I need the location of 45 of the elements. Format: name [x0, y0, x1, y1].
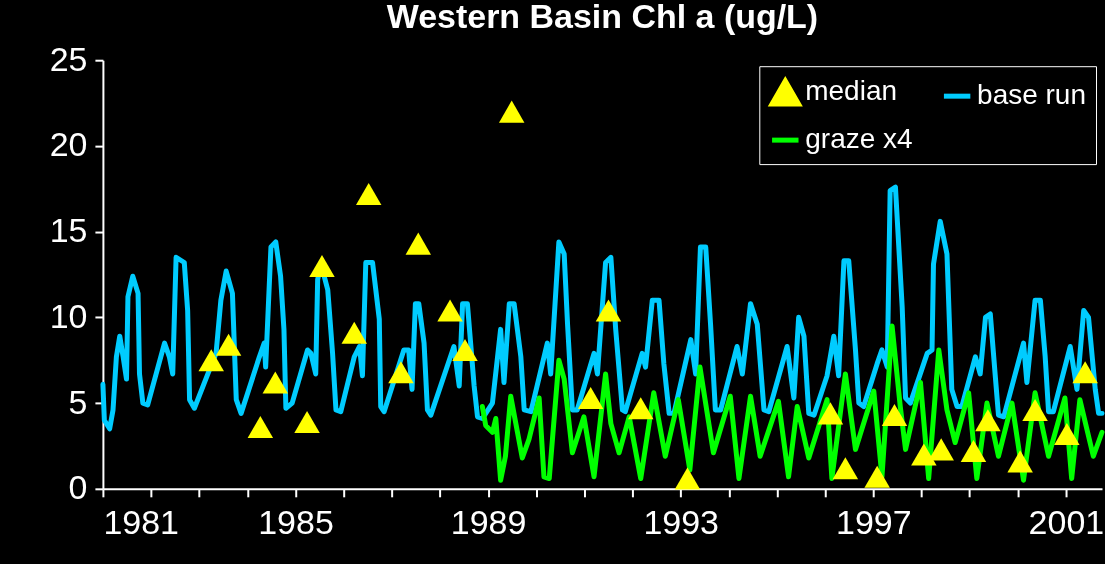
point — [1072, 361, 1098, 384]
point — [832, 457, 859, 480]
x-tick-label: 1997 — [836, 503, 912, 542]
y-tick-label: 15 — [49, 211, 88, 250]
point — [864, 465, 890, 488]
legend-label: graze x4 — [805, 123, 913, 155]
point — [198, 349, 224, 372]
point — [911, 443, 937, 466]
y-tick-label: 25 — [49, 39, 88, 78]
point — [577, 386, 604, 409]
point — [817, 402, 844, 425]
point — [1022, 398, 1048, 421]
point — [881, 404, 908, 427]
y-tick-label: 20 — [49, 125, 88, 164]
point — [1054, 422, 1080, 445]
y-tick-label: 5 — [68, 382, 88, 421]
x-tick-label: 1989 — [450, 503, 527, 542]
legend-label: base run — [977, 79, 1086, 111]
point — [1007, 450, 1033, 473]
point — [960, 440, 987, 463]
point — [388, 361, 414, 384]
point — [595, 299, 622, 322]
point — [215, 333, 242, 356]
point — [355, 182, 382, 205]
point — [928, 438, 954, 461]
x-tick-label: 2001 — [1028, 503, 1105, 542]
point — [262, 371, 289, 394]
point — [247, 416, 274, 439]
point — [437, 299, 463, 322]
point — [628, 397, 654, 420]
y-tick-label: 10 — [49, 296, 88, 335]
x-tick-label: 1985 — [258, 503, 334, 542]
y-tick-label: 0 — [68, 468, 88, 507]
x-tick-label: 1981 — [103, 503, 179, 542]
point — [405, 232, 432, 255]
point — [498, 100, 525, 123]
x-tick-label: 1993 — [643, 503, 719, 542]
point — [674, 467, 701, 490]
point — [452, 338, 478, 361]
legend-label: median — [805, 75, 898, 107]
point — [341, 321, 367, 344]
chart-title: Western Basin Chl a (ug/L) — [386, 0, 819, 36]
point — [975, 409, 1001, 432]
point — [309, 254, 335, 277]
point — [294, 410, 320, 433]
